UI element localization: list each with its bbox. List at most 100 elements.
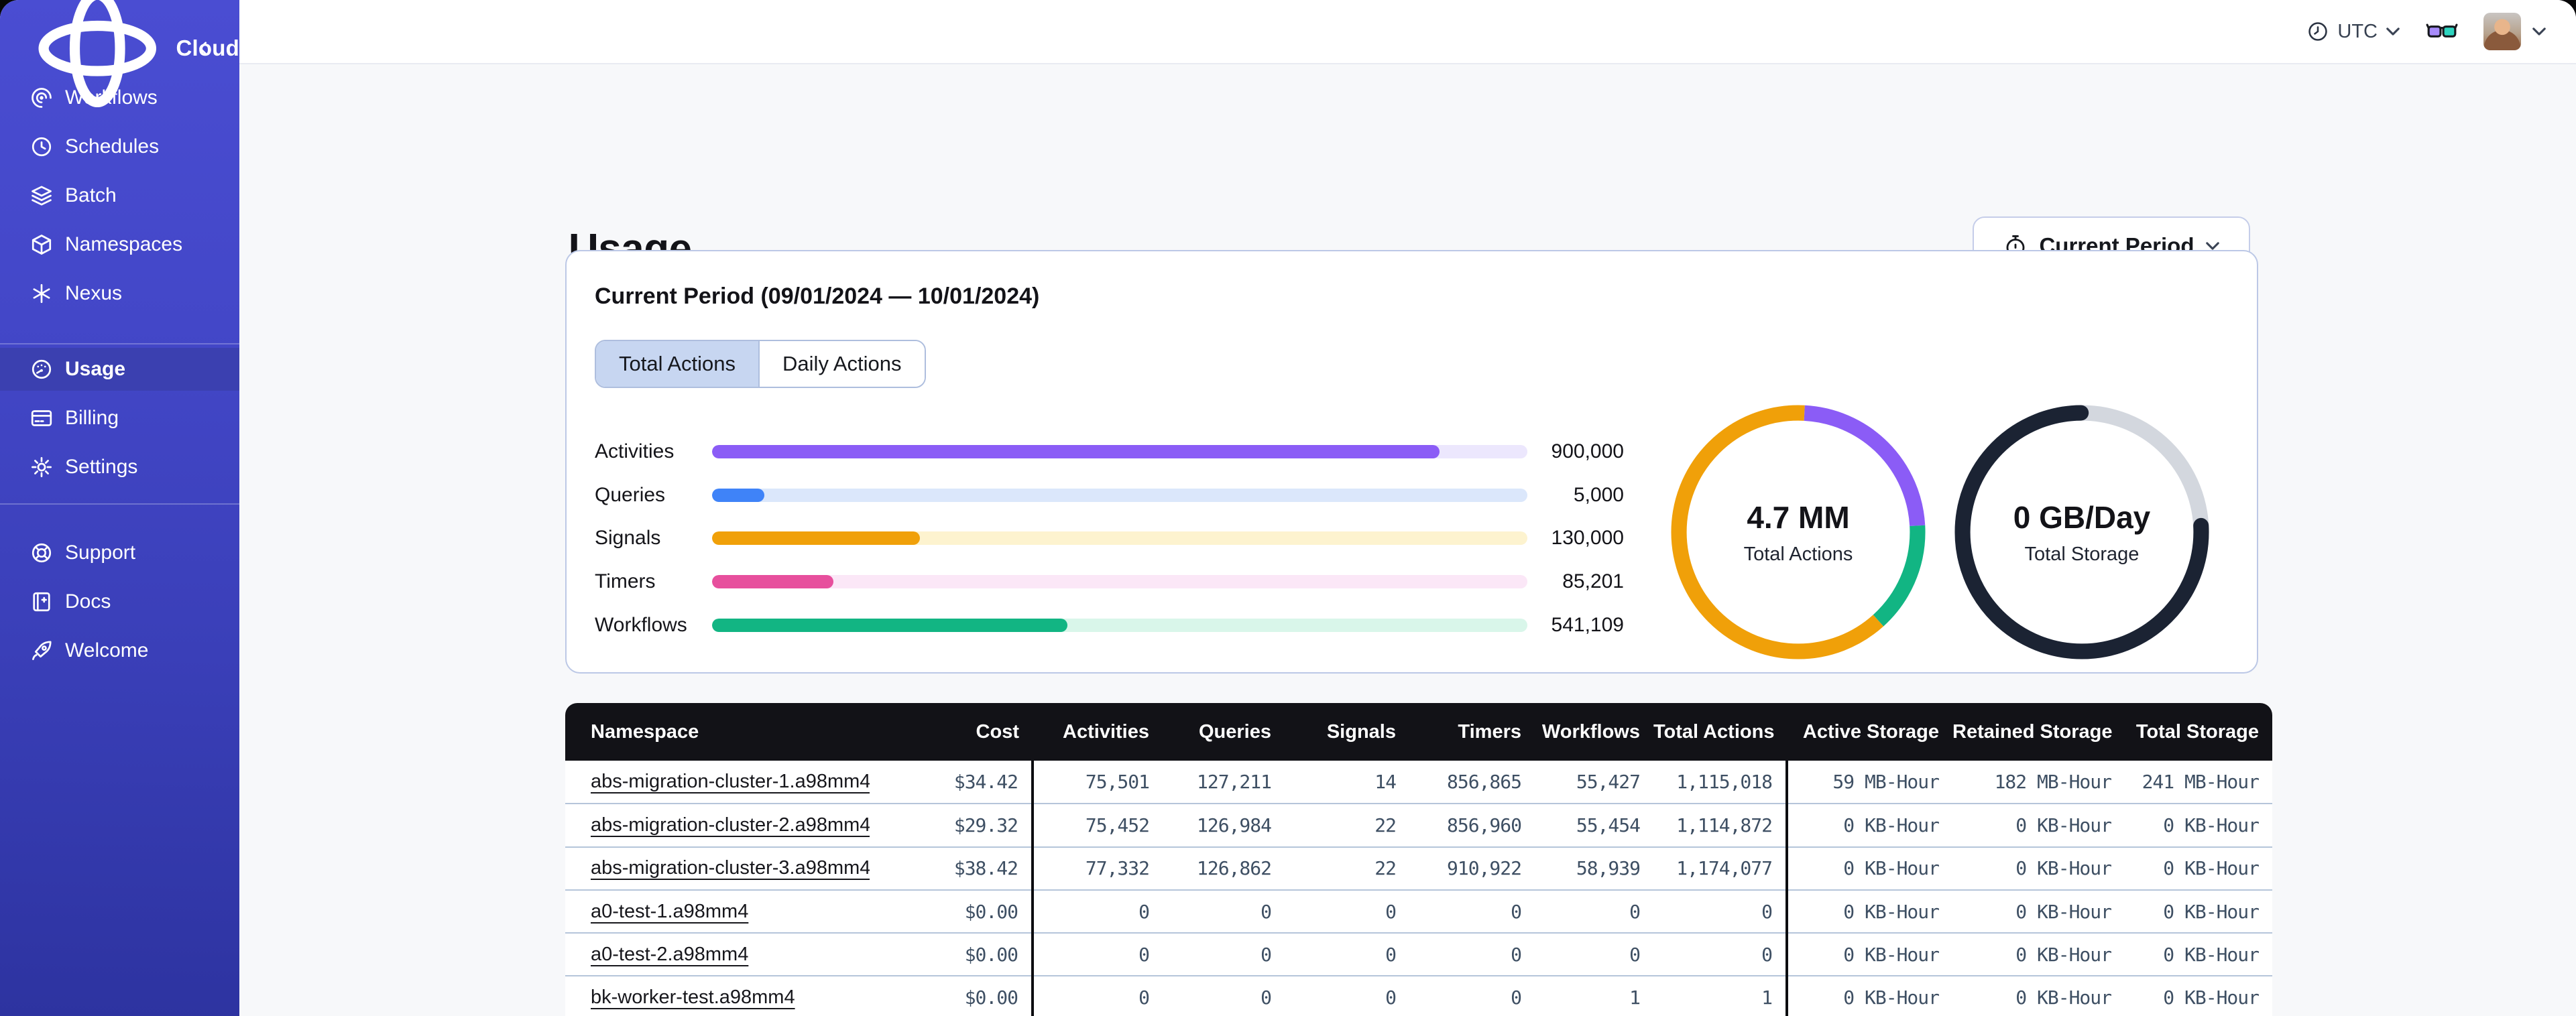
avatar[interactable] [2483,13,2521,50]
glasses-icon[interactable] [2426,21,2458,42]
cell-value: 0 [1653,933,1788,976]
bar-fill [712,618,1068,632]
actions-tab-group: Total Actions Daily Actions [595,340,926,388]
column-header-total-actions: Total Actions [1653,703,1787,761]
sidebar-item-docs[interactable]: Docs [0,580,239,623]
column-header-workflows: Workflows [1535,703,1653,761]
namespace-link[interactable]: abs-migration-cluster-3.a98mm4 [591,857,870,879]
cell-namespace[interactable]: bk-worker-test.a98mm4 [565,976,870,1016]
cell-value: 910,922 [1446,857,1522,880]
bar-track [712,445,1527,459]
cell-value: $38.42 [870,846,1034,890]
cell-value: $0.00 [870,933,1034,976]
card-heading: Current Period (09/01/2024 — 10/01/2024) [595,283,1040,309]
table-row: bk-worker-test.a98mm4 $0.00 0 0 0 0 1 1 0 KB-Hou… [565,976,2272,1016]
cell-value: 856,960 [1446,814,1522,836]
bar-row-workflows: Workflows 541,109 [595,603,1624,647]
sidebar-item-settings[interactable]: Settings [0,446,239,489]
tab-total-actions[interactable]: Total Actions [596,341,759,387]
bar-fill [712,488,764,502]
sidebar-item-support[interactable]: Support [0,531,239,574]
table-row: abs-migration-cluster-1.a98mm4 $34.42 75,5… [565,761,2272,804]
brand-label: Cloud [176,36,239,60]
table-header-row: Namespace Cost Activities Queries Signals Tim… [565,703,2272,761]
namespace-link[interactable]: abs-migration-cluster-1.a98mm4 [591,771,870,793]
cell-value: 0 KB-Hour [1843,857,1940,880]
cell-value: $34.42 [870,761,1034,804]
cell-value: 0 [1511,987,1522,1009]
sidebar-collapse-icon[interactable] [191,36,215,60]
cell-namespace[interactable]: a0-test-1.a98mm4 [565,890,870,933]
cell-value: $29.32 [870,804,1034,847]
table-row: a0-test-2.a98mm4 $0.00 0 0 0 0 0 0 0 KB-Hour 0 KB… [565,933,2272,976]
namespace-link[interactable]: abs-migration-cluster-2.a98mm4 [591,814,870,836]
donut-value: 0 GB/Day [2013,499,2151,535]
sidebar-item-usage[interactable]: Usage [0,348,239,391]
sidebar-groups: Workflows Schedules Batch Namespaces Nexus Us… [0,76,239,672]
total-actions-donut: 4.7 MM Total Actions [1671,405,1926,659]
cell-value: 0 [1261,943,1272,966]
cell-value: 0 KB-Hour [1843,987,1940,1009]
sidebar-item-billing[interactable]: Billing [0,397,239,440]
cell-value: 0 KB-Hour [2015,857,2112,880]
nexus-icon [30,281,54,306]
cell-value: 1,114,872 [1653,804,1788,847]
sidebar-item-schedules[interactable]: Schedules [0,125,239,168]
sidebar-item-label: Settings [65,456,138,478]
sidebar-separator [0,503,239,505]
cell-value: 1 [1653,976,1788,1016]
cell-namespace[interactable]: a0-test-2.a98mm4 [565,933,870,976]
sidebar-item-namespaces[interactable]: Namespaces [0,223,239,266]
support-icon [30,541,54,565]
cell-value: 0 [1511,900,1522,923]
timezone-label: UTC [2337,20,2378,42]
temporal-logo-icon [30,0,166,116]
cell-value: $0.00 [870,889,1034,934]
namespace-link[interactable]: a0-test-2.a98mm4 [591,943,749,965]
bar-fill [712,445,1440,459]
bar-fill [712,531,921,546]
cell-value: 0 [1385,900,1397,923]
cell-value: 856,865 [1446,771,1522,793]
cell-value: 0 KB-Hour [2015,814,2112,836]
sidebar-separator [0,343,239,344]
cell-value: 0 KB-Hour [1843,814,1940,836]
column-header-signals: Signals [1285,703,1409,761]
donut-value: 4.7 MM [1747,499,1850,535]
bar-track [712,575,1527,589]
sidebar-item-label: Namespaces [65,233,183,255]
cell-value: 59 MB-Hour [1832,771,1940,793]
account-menu[interactable] [2483,13,2546,50]
column-header-retained-storage: Retained Storage [1952,703,2125,761]
sidebar-item-welcome[interactable]: Welcome [0,629,239,672]
bar-label: Timers [595,570,656,593]
tab-daily-actions[interactable]: Daily Actions [758,341,925,387]
column-header-total-storage: Total Storage [2125,703,2272,761]
sidebar-item-label: Support [65,542,136,564]
cell-namespace[interactable]: abs-migration-cluster-1.a98mm4 [565,761,870,804]
chevron-down-icon [2386,27,2400,36]
cell-namespace[interactable]: abs-migration-cluster-3.a98mm4 [565,847,870,890]
bar-value: 85,201 [1562,570,1624,593]
cell-value: 241 MB-Hour [2142,771,2260,793]
cell-value: 22 [1374,857,1397,880]
sidebar-item-nexus[interactable]: Nexus [0,272,239,315]
cell-value: 0 KB-Hour [2163,814,2260,836]
cell-value: 0 [1138,900,1150,923]
workflows-icon [30,86,54,110]
timezone-selector[interactable]: UTC [2306,20,2400,43]
bar-row-signals: Signals 130,000 [595,517,1624,560]
bar-value: 541,109 [1551,613,1624,636]
bar-row-queries: Queries 5,000 [595,474,1624,517]
donut-segment-signals [1671,405,1926,659]
column-header-namespace: Namespace [565,703,870,761]
cell-value: 127,211 [1196,771,1272,793]
settings-icon [30,455,54,479]
namespace-link[interactable]: bk-worker-test.a98mm4 [591,987,795,1009]
namespace-link[interactable]: a0-test-1.a98mm4 [591,900,749,922]
table-row: abs-migration-cluster-3.a98mm4 $38.42 77,3… [565,846,2272,890]
sidebar-item-batch[interactable]: Batch [0,174,239,217]
sidebar: Cloud Workflows Schedules Batch Namespaces N… [0,0,239,1016]
cell-namespace[interactable]: abs-migration-cluster-2.a98mm4 [565,804,870,846]
